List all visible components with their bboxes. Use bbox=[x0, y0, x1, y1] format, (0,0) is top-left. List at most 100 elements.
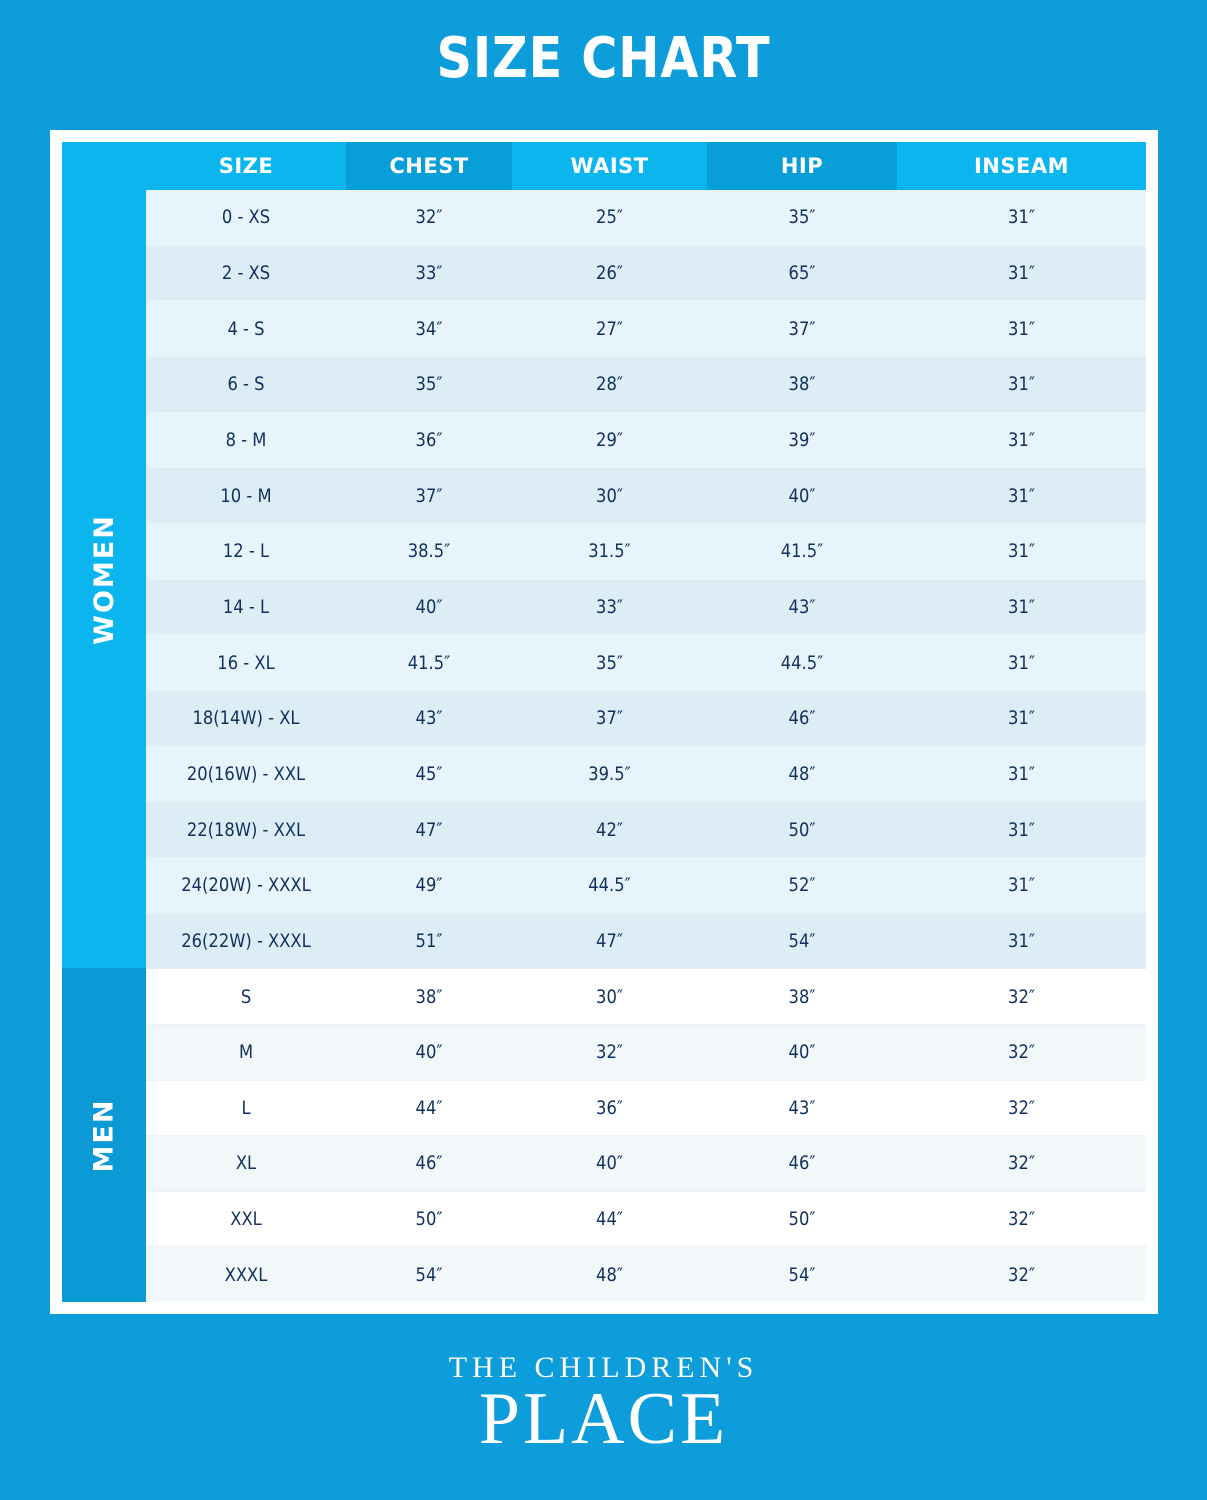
cell-waist: 32″ bbox=[596, 1041, 623, 1064]
cell-chest: 38″ bbox=[415, 985, 443, 1008]
cell-chest: 43″ bbox=[415, 707, 443, 730]
cell-inseam: 32″ bbox=[1008, 1208, 1035, 1231]
cell-inseam: 31″ bbox=[1008, 818, 1035, 841]
cell-size: XXL bbox=[230, 1208, 262, 1231]
cell-hip: 54″ bbox=[788, 929, 816, 952]
cell-hip: 43″ bbox=[788, 1096, 816, 1119]
cell-size: 2 - XS bbox=[221, 261, 271, 284]
column-header-waist: WAIST bbox=[512, 142, 707, 190]
cell-size: 22(18W) - XXL bbox=[186, 818, 306, 841]
cell-size: S bbox=[240, 985, 252, 1008]
cell-inseam: 32″ bbox=[1008, 1096, 1035, 1119]
table-row: L 44″ 36″ 43″ 32″ bbox=[146, 1079, 1146, 1136]
brand-logo-line2: PLACE bbox=[478, 1377, 729, 1460]
table-row: 22(18W) - XXL 47″ 42″ 50″ 31″ bbox=[146, 801, 1146, 857]
category-label-men: MEN bbox=[62, 968, 146, 1302]
cell-size: 24(20W) - XXXL bbox=[181, 874, 311, 897]
cell-inseam: 31″ bbox=[1008, 595, 1035, 618]
cell-chest: 40″ bbox=[415, 595, 443, 618]
cell-size: 6 - S bbox=[227, 373, 265, 396]
cell-inseam: 31″ bbox=[1008, 651, 1035, 674]
cell-waist: 28″ bbox=[596, 373, 623, 396]
cell-waist: 26″ bbox=[596, 261, 623, 284]
cell-inseam: 31″ bbox=[1008, 206, 1035, 229]
cell-inseam: 31″ bbox=[1008, 540, 1035, 563]
cell-inseam: 31″ bbox=[1008, 428, 1035, 451]
size-grid: SIZE CHEST WAIST HIP INSEAM 0 - XS 32″ 25″… bbox=[146, 142, 1146, 1303]
cell-chest: 36″ bbox=[415, 428, 443, 451]
cell-hip: 35″ bbox=[788, 206, 816, 229]
cell-waist: 39.5″ bbox=[588, 762, 631, 785]
table-row: 20(16W) - XXL 45″ 39.5″ 48″ 31″ bbox=[146, 745, 1146, 802]
cell-size: L bbox=[241, 1096, 251, 1119]
cell-inseam: 32″ bbox=[1008, 1263, 1035, 1286]
cell-inseam: 31″ bbox=[1008, 317, 1035, 340]
cell-waist: 30″ bbox=[596, 985, 623, 1008]
cell-hip: 38″ bbox=[788, 985, 816, 1008]
cell-inseam: 31″ bbox=[1008, 373, 1035, 396]
category-label-women-text: WOMEN bbox=[88, 513, 120, 645]
cell-size: 10 - M bbox=[220, 484, 272, 507]
cell-hip: 43″ bbox=[788, 595, 816, 618]
cell-size: XL bbox=[235, 1152, 257, 1175]
cell-inseam: 31″ bbox=[1008, 762, 1035, 785]
table-row: 16 - XL 41.5″ 35″ 44.5″ 31″ bbox=[146, 634, 1146, 690]
cell-hip: 48″ bbox=[788, 762, 816, 785]
cell-inseam: 32″ bbox=[1008, 1152, 1035, 1175]
table-row: 8 - M 36″ 29″ 39″ 31″ bbox=[146, 411, 1146, 468]
size-chart-table-frame: WOMEN MEN SIZE CHEST WAIST HIP INSEAM 0 … bbox=[50, 130, 1158, 1314]
cell-chest: 49″ bbox=[415, 874, 443, 897]
table-body: 0 - XS 32″ 25″ 35″ 31″ 2 - XS 33″ 26″ 65″ 31″ 4 - … bbox=[146, 190, 1146, 1303]
cell-hip: 41.5″ bbox=[780, 540, 824, 563]
cell-chest: 38.5″ bbox=[407, 540, 451, 563]
cell-size: M bbox=[238, 1041, 254, 1064]
cell-waist: 48″ bbox=[596, 1263, 623, 1286]
cell-chest: 40″ bbox=[415, 1041, 443, 1064]
cell-hip: 46″ bbox=[788, 1152, 816, 1175]
table-row: 6 - S 35″ 28″ 38″ 31″ bbox=[146, 355, 1146, 412]
column-header-inseam: INSEAM bbox=[897, 142, 1146, 190]
cell-waist: 42″ bbox=[596, 818, 623, 841]
cell-inseam: 31″ bbox=[1008, 929, 1035, 952]
cell-hip: 65″ bbox=[788, 261, 816, 284]
cell-chest: 54″ bbox=[415, 1263, 443, 1286]
table-row: 12 - L 38.5″ 31.5″ 41.5″ 31″ bbox=[146, 522, 1146, 579]
cell-chest: 44″ bbox=[415, 1096, 443, 1119]
cell-hip: 54″ bbox=[788, 1263, 816, 1286]
category-label-women: WOMEN bbox=[62, 190, 146, 969]
table-row: XXL 50″ 44″ 50″ 32″ bbox=[146, 1190, 1146, 1247]
cell-chest: 33″ bbox=[415, 261, 443, 284]
cell-waist: 29″ bbox=[596, 428, 623, 451]
cell-size: 14 - L bbox=[222, 595, 270, 618]
cell-chest: 37″ bbox=[415, 484, 443, 507]
cell-hip: 46″ bbox=[788, 707, 816, 730]
table-row: 18(14W) - XL 43″ 37″ 46″ 31″ bbox=[146, 689, 1146, 746]
table-row: S 38″ 30″ 38″ 32″ bbox=[146, 968, 1146, 1024]
cell-waist: 35″ bbox=[596, 651, 623, 674]
table-row: 26(22W) - XXXL 51″ 47″ 54″ 31″ bbox=[146, 912, 1146, 969]
cell-waist: 40″ bbox=[596, 1152, 623, 1175]
cell-inseam: 31″ bbox=[1008, 874, 1035, 897]
cell-size: 16 - XL bbox=[217, 651, 275, 674]
cell-inseam: 31″ bbox=[1008, 261, 1035, 284]
rail-header-spacer bbox=[62, 142, 146, 190]
cell-waist: 36″ bbox=[596, 1096, 623, 1119]
cell-chest: 34″ bbox=[415, 317, 443, 340]
cell-hip: 44.5″ bbox=[780, 651, 824, 674]
table-row: 14 - L 40″ 33″ 43″ 31″ bbox=[146, 578, 1146, 635]
cell-chest: 32″ bbox=[415, 206, 443, 229]
table-header-row: SIZE CHEST WAIST HIP INSEAM bbox=[146, 142, 1146, 190]
cell-chest: 45″ bbox=[415, 762, 443, 785]
cell-hip: 39″ bbox=[788, 428, 816, 451]
cell-waist: 44.5″ bbox=[588, 874, 631, 897]
cell-waist: 37″ bbox=[596, 707, 623, 730]
cell-hip: 52″ bbox=[788, 874, 816, 897]
cell-hip: 40″ bbox=[788, 1041, 816, 1064]
cell-hip: 40″ bbox=[788, 484, 816, 507]
brand-logo: THE CHILDREN'S PLACE bbox=[0, 1352, 1207, 1457]
cell-size: 20(16W) - XXL bbox=[186, 762, 306, 785]
cell-size: 12 - L bbox=[222, 540, 270, 563]
cell-hip: 37″ bbox=[788, 317, 816, 340]
cell-size: 18(14W) - XL bbox=[192, 707, 300, 730]
